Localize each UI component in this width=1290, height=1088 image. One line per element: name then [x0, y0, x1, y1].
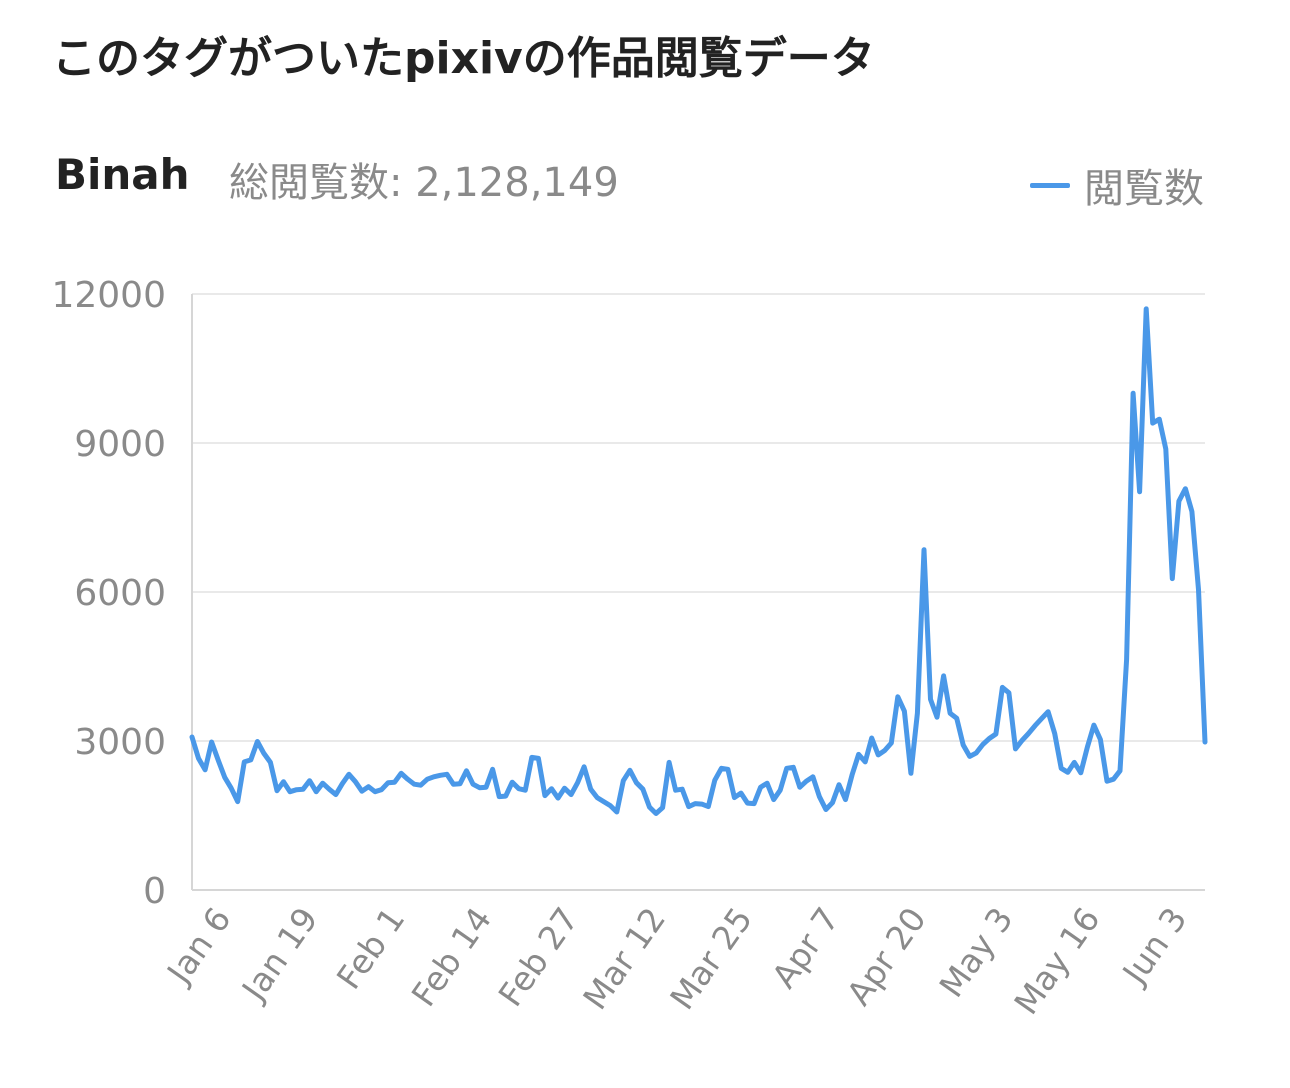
grid-layer — [191, 293, 1205, 891]
y-tick-label: 3000 — [74, 722, 166, 763]
x-tick-label: Jun 3 — [1114, 900, 1195, 992]
x-tick-label: Jan 6 — [158, 900, 238, 991]
x-tick-label: Mar 12 — [575, 900, 673, 1016]
legend-swatch — [1030, 182, 1070, 188]
y-tick-label: 6000 — [74, 573, 166, 614]
page-title: このタグがついたpixivの作品閲覧データ — [52, 33, 875, 84]
x-tick-label: Feb 27 — [491, 900, 587, 1013]
x-tick-label: May 16 — [1006, 900, 1107, 1021]
series-line-views[interactable] — [189, 306, 1208, 816]
tag-name: Binah — [55, 150, 190, 199]
legend-label: 閲覧数 — [1084, 166, 1204, 212]
y-axis-ticks: 0 3000 6000 9000 12000 — [51, 275, 166, 912]
chart-legend[interactable]: 閲覧数 — [1030, 156, 1204, 214]
x-tick-label: Mar 25 — [662, 900, 760, 1016]
y-tick-label: 0 — [143, 871, 166, 912]
y-tick-label: 12000 — [51, 275, 166, 316]
x-tick-label: Feb 1 — [329, 900, 413, 996]
y-tick-label: 9000 — [74, 424, 166, 465]
x-tick-label: Feb 14 — [404, 900, 500, 1013]
x-tick-label: Jan 19 — [233, 900, 325, 1009]
x-tick-label: Apr 20 — [839, 900, 934, 1012]
x-tick-label: Apr 7 — [764, 900, 847, 995]
total-views: 総閲覧数: 2,128,149 — [229, 160, 619, 206]
x-tick-label: May 3 — [932, 900, 1021, 1004]
